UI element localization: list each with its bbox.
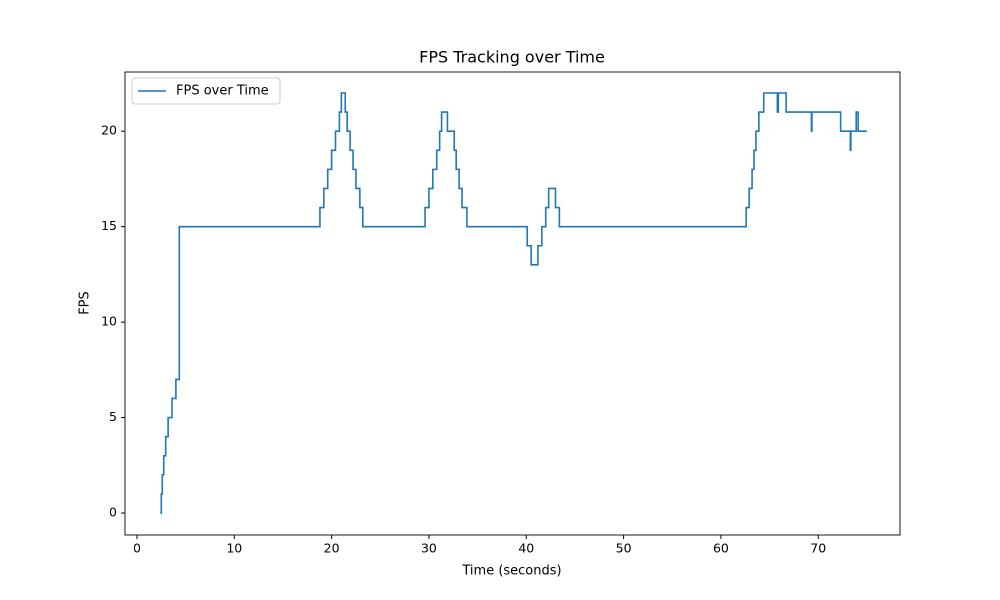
y-tick-label: 10 bbox=[101, 314, 117, 329]
legend-label: FPS over Time bbox=[176, 84, 269, 99]
chart-title: FPS Tracking over Time bbox=[419, 48, 605, 67]
x-tick-label: 20 bbox=[324, 541, 340, 556]
x-tick-label: 50 bbox=[616, 541, 632, 556]
y-tick-label: 20 bbox=[101, 123, 117, 138]
y-tick-label: 15 bbox=[101, 218, 117, 233]
y-tick-label: 0 bbox=[109, 505, 117, 520]
y-tick-label: 5 bbox=[109, 409, 117, 424]
legend-box bbox=[131, 77, 281, 105]
x-tick-label: 60 bbox=[713, 541, 729, 556]
x-tick-label: 30 bbox=[421, 541, 437, 556]
data-line bbox=[160, 92, 867, 514]
x-axis-label: Time (seconds) bbox=[461, 564, 561, 579]
x-tick-label: 10 bbox=[226, 541, 242, 556]
x-tick-label: 40 bbox=[518, 541, 534, 556]
y-axis-label: FPS bbox=[78, 291, 93, 315]
x-tick-label: 70 bbox=[810, 541, 826, 556]
plot-frame bbox=[124, 71, 901, 536]
x-tick-label: 0 bbox=[133, 541, 141, 556]
